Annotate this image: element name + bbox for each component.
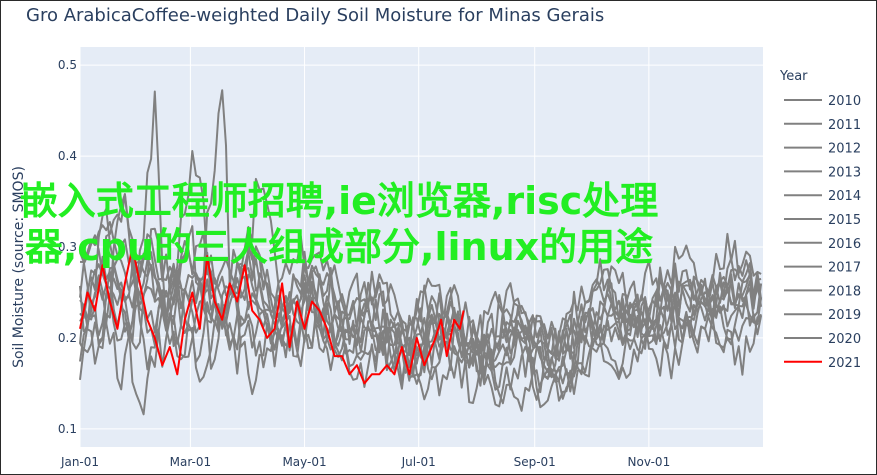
series-line-2020 <box>79 221 762 362</box>
x-tick-label: Mar-01 <box>170 455 211 469</box>
series-line-2012 <box>79 193 763 401</box>
legend-item-2015[interactable]: 2015 <box>828 213 861 228</box>
legend-item-2013[interactable]: 2013 <box>828 165 861 180</box>
y-tick-label: 0.1 <box>58 422 77 436</box>
x-axis-ticks: Jan-01 Mar-01 May-01 Jul-01 Sep-01 Nov-01 <box>60 455 670 469</box>
legend-item-2011[interactable]: 2011 <box>828 118 861 133</box>
y-axis-ticks: 0.1 0.2 0.3 0.4 0.5 <box>58 58 77 436</box>
legend-title: Year <box>779 69 808 84</box>
series-line-2021 <box>79 246 465 385</box>
y-axis-label: Soil Moisture (source: SMOS) <box>11 166 27 368</box>
legend-item-2012[interactable]: 2012 <box>828 142 861 157</box>
legend-item-2014[interactable]: 2014 <box>828 189 861 204</box>
legend-item-2020[interactable]: 2020 <box>828 332 861 347</box>
legend-item-2018[interactable]: 2018 <box>828 284 861 299</box>
x-tick-label: Sep-01 <box>514 455 556 469</box>
legend-item-2021[interactable]: 2021 <box>828 356 861 371</box>
y-tick-label: 0.4 <box>58 149 77 163</box>
x-tick-label: Jan-01 <box>60 455 99 469</box>
overlay-text: 嵌入式工程师招聘,ie浏览器,risc处理器,cpu的三大组成部分,linux的… <box>19 179 659 269</box>
series-layer <box>79 89 763 416</box>
legend-item-2010[interactable]: 2010 <box>828 94 861 109</box>
series-line-2018 <box>79 234 762 400</box>
legend-item-2017[interactable]: 2017 <box>828 261 861 276</box>
y-tick-label: 0.5 <box>58 58 77 72</box>
legend-item-2019[interactable]: 2019 <box>828 308 861 323</box>
y-tick-label: 0.3 <box>58 240 77 254</box>
x-tick-label: Nov-01 <box>628 455 671 469</box>
chart-title: Gro ArabicaCoffee-weighted Daily Soil Mo… <box>26 5 605 26</box>
legend[interactable]: Year 2010 2011 2012 2013 2014 2015 2016 2017 201… <box>779 69 861 371</box>
series-line-2019 <box>79 278 763 408</box>
y-tick-label: 0.2 <box>58 331 77 345</box>
legend-item-2016[interactable]: 2016 <box>828 237 861 252</box>
x-tick-label: Jul-01 <box>401 455 436 469</box>
x-tick-label: May-01 <box>282 455 326 469</box>
